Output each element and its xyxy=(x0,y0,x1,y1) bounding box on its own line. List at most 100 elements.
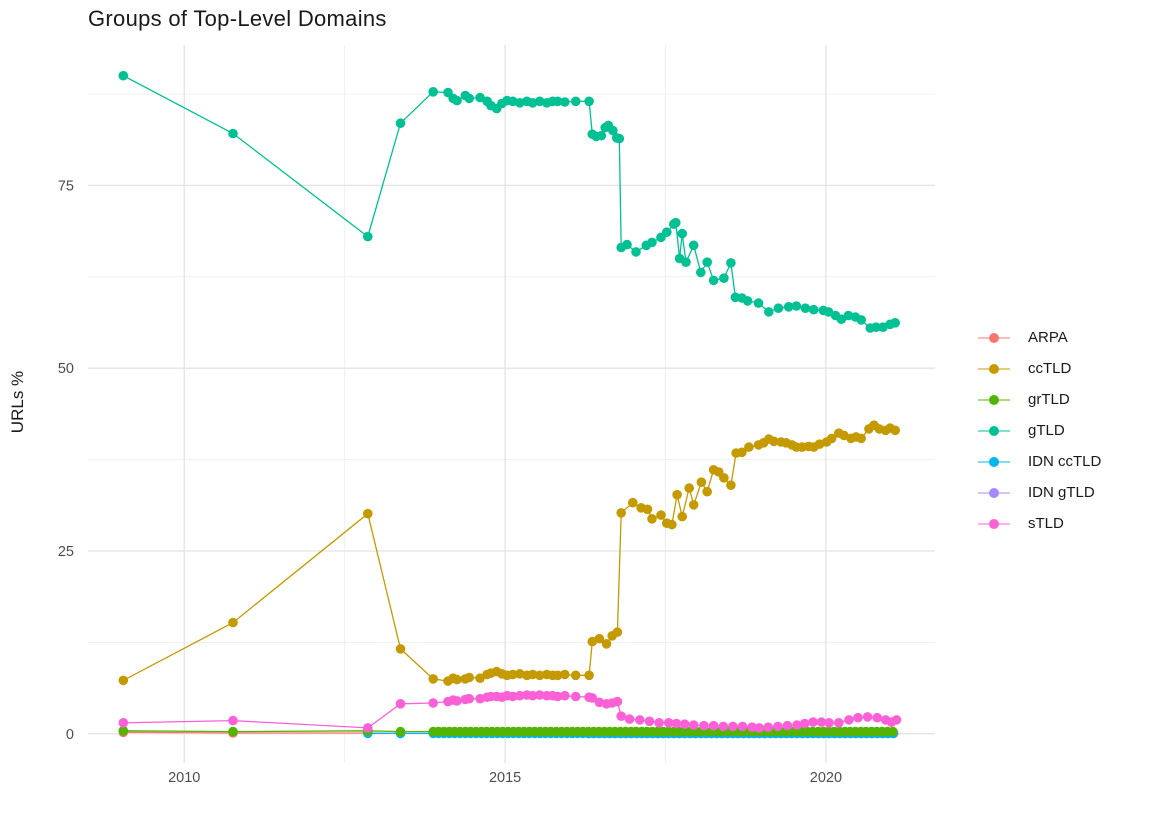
data-point xyxy=(671,718,682,729)
data-point xyxy=(856,315,866,325)
data-point xyxy=(656,510,666,520)
data-point xyxy=(228,715,238,726)
data-point xyxy=(808,717,818,727)
data-point xyxy=(452,696,462,706)
data-point xyxy=(728,721,738,732)
data-point xyxy=(699,720,709,731)
data-point xyxy=(663,718,674,728)
data-point xyxy=(452,95,462,106)
y-axis-tick-label: 75 xyxy=(58,178,74,194)
data-point xyxy=(395,644,406,654)
data-point xyxy=(718,721,729,732)
data-point xyxy=(737,447,747,458)
series-markers-ccTLD xyxy=(118,420,900,686)
data-point xyxy=(647,237,657,248)
data-point xyxy=(799,718,810,729)
data-point xyxy=(696,267,706,278)
legend-label: sTLD xyxy=(1028,515,1064,532)
series-points xyxy=(118,70,902,739)
legend-key-dot xyxy=(989,394,999,405)
data-point xyxy=(782,720,793,731)
data-point xyxy=(464,672,475,683)
data-point xyxy=(667,519,677,530)
legend-key-icon xyxy=(978,332,1010,343)
data-point xyxy=(631,247,641,257)
data-point xyxy=(696,477,707,488)
data-point xyxy=(584,96,594,107)
data-point xyxy=(834,718,844,728)
data-point xyxy=(708,720,719,731)
data-point xyxy=(654,718,664,728)
legend-label: grTLD xyxy=(1028,391,1070,408)
data-point xyxy=(708,275,719,286)
data-point xyxy=(363,508,373,519)
legend-item-gTLD: gTLD xyxy=(976,415,1101,446)
data-point xyxy=(552,96,563,107)
data-point xyxy=(587,693,598,703)
legend-key-dot xyxy=(989,332,999,343)
data-point xyxy=(534,670,545,681)
data-point xyxy=(616,711,626,721)
data-point xyxy=(616,508,626,518)
data-point xyxy=(783,302,794,312)
data-point xyxy=(644,716,655,727)
data-point xyxy=(662,227,672,237)
y-axis-tick-label: 0 xyxy=(66,727,74,743)
data-point xyxy=(560,97,570,107)
data-point xyxy=(719,273,729,284)
data-point xyxy=(824,718,834,728)
data-point xyxy=(508,691,518,702)
data-point xyxy=(702,257,712,268)
data-point xyxy=(584,670,594,681)
legend-item-IDN-gTLD: IDN gTLD xyxy=(976,477,1101,508)
data-point xyxy=(773,303,784,314)
data-point xyxy=(684,483,694,493)
series-lines xyxy=(122,75,897,735)
legend-key-icon xyxy=(978,394,1010,405)
legend-item-ARPA: ARPA xyxy=(976,322,1101,353)
data-point xyxy=(800,303,811,314)
data-point xyxy=(118,726,129,736)
data-point xyxy=(428,87,439,97)
data-point xyxy=(862,712,873,722)
legend-item-sTLD: sTLD xyxy=(976,508,1101,539)
data-point xyxy=(464,93,475,104)
data-point xyxy=(702,486,712,497)
data-point xyxy=(552,670,563,681)
data-point xyxy=(679,719,690,729)
data-point xyxy=(826,433,837,444)
data-point xyxy=(596,130,607,141)
data-point xyxy=(534,690,545,700)
data-point xyxy=(570,670,581,681)
data-point xyxy=(594,633,605,644)
data-point xyxy=(769,436,779,447)
data-point xyxy=(747,722,757,732)
data-point xyxy=(428,674,439,684)
data-point xyxy=(688,720,699,730)
series-markers-gTLD xyxy=(118,70,900,333)
data-point xyxy=(395,726,406,737)
grid-major-lines xyxy=(88,45,935,763)
data-point xyxy=(612,696,623,707)
data-point xyxy=(808,304,819,315)
data-point xyxy=(527,669,538,680)
legend-label: IDN ccTLD xyxy=(1028,453,1102,470)
data-point xyxy=(635,715,645,725)
legend-key-dot xyxy=(989,487,999,498)
legend-key-icon xyxy=(978,425,1010,436)
data-point xyxy=(856,433,866,444)
data-point xyxy=(118,675,129,686)
data-point xyxy=(688,500,699,510)
data-point xyxy=(628,497,638,508)
legend-label: ARPA xyxy=(1028,329,1068,346)
legend-key-dot xyxy=(989,518,999,529)
data-point xyxy=(395,118,406,128)
series-markers-sTLD xyxy=(118,690,902,733)
data-point xyxy=(647,514,657,524)
data-point xyxy=(836,314,847,325)
legend-item-IDN-ccTLD: IDN ccTLD xyxy=(976,446,1101,477)
data-point xyxy=(719,473,729,483)
data-point xyxy=(614,133,625,144)
